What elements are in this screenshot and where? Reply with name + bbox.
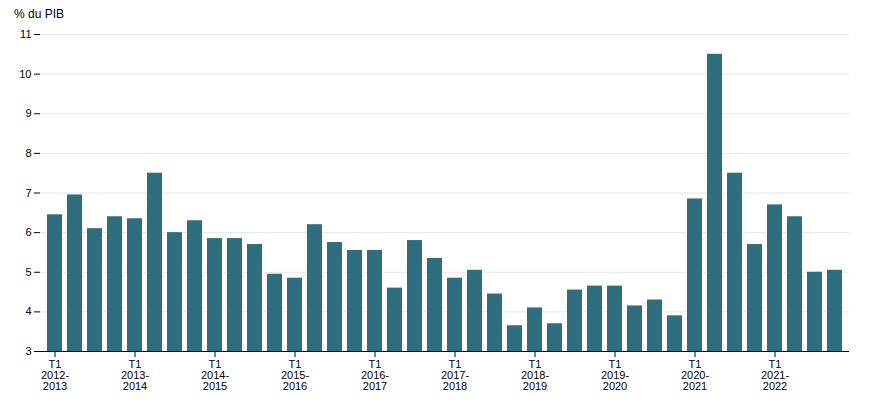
svg-text:T12013-2014: T12013-2014 [121,358,149,392]
svg-text:4: 4 [25,305,31,317]
svg-text:7: 7 [25,187,31,199]
svg-text:T12021-2022: T12021-2022 [761,358,789,392]
svg-text:T12012-2013: T12012-2013 [41,358,69,392]
svg-text:11: 11 [20,28,31,40]
svg-text:5: 5 [25,266,31,278]
svg-text:T12020-2021: T12020-2021 [681,358,709,392]
svg-text:10: 10 [19,68,31,80]
svg-text:9: 9 [25,107,31,119]
svg-text:8: 8 [25,147,31,159]
svg-text:T12016-2017: T12016-2017 [361,358,389,392]
svg-text:T12014-2015: T12014-2015 [201,358,229,392]
svg-text:T12015-2016: T12015-2016 [281,358,309,392]
html-text:% du PIB: % du PIB [14,7,64,21]
svg-text:T12019-2020: T12019-2020 [601,358,629,392]
svg-text:6: 6 [25,226,31,238]
svg-text:3: 3 [25,345,31,357]
svg-text:T12018-2019: T12018-2019 [521,358,549,392]
svg-text:T12017-2018: T12017-2018 [441,358,469,392]
